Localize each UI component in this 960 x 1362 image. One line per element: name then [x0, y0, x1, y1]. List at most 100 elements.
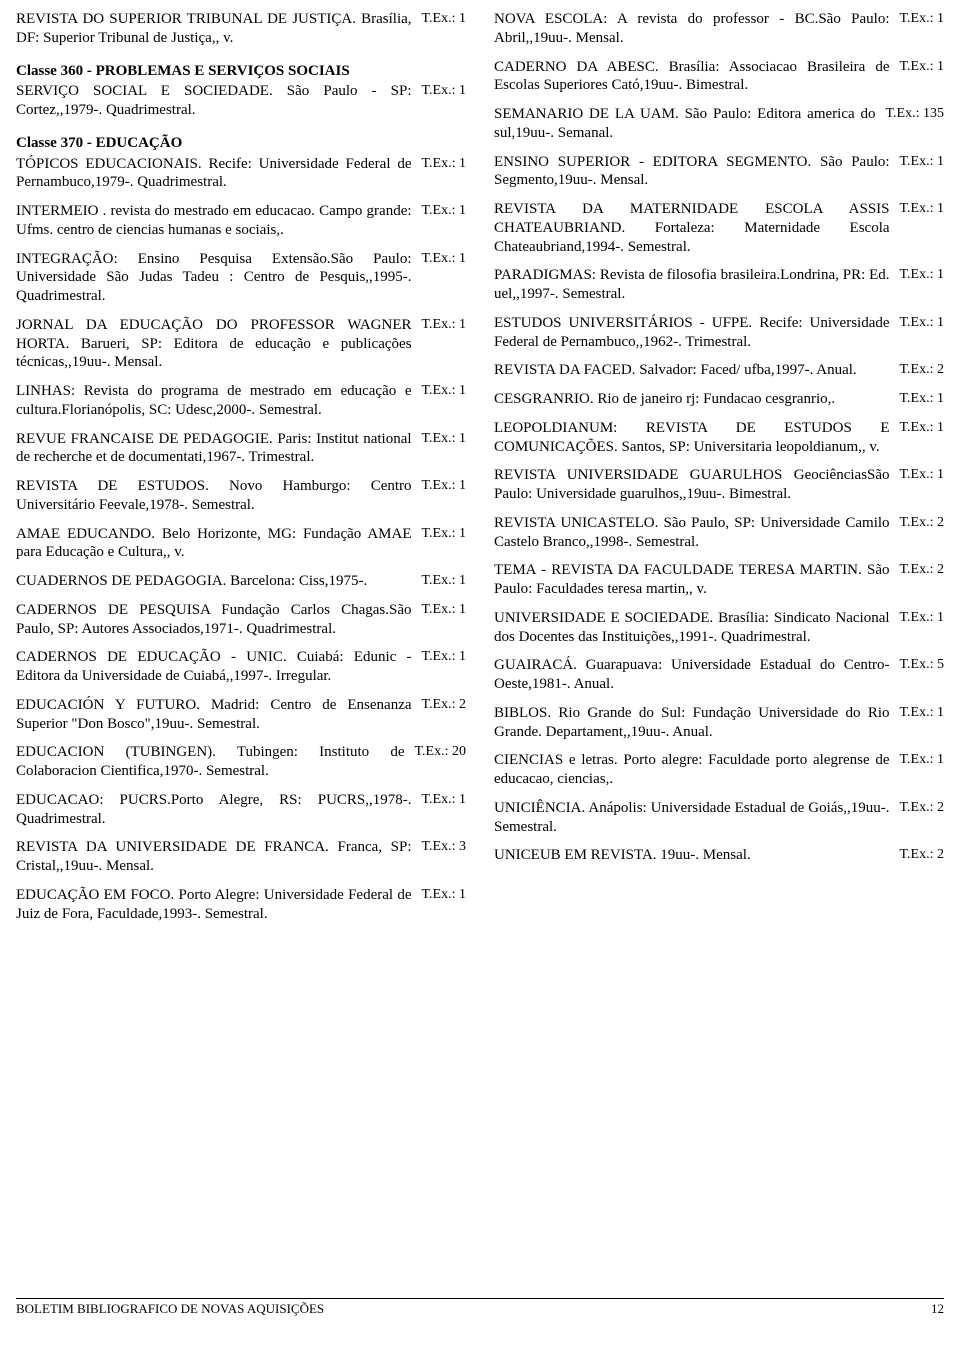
biblio-entry: SERVIÇO SOCIAL E SOCIEDADE. São Paulo - …: [16, 82, 466, 120]
entry-tex: T.Ex.: 1: [418, 382, 466, 400]
entry-text: REVISTA DA FACED. Salvador: Faced/ ufba,…: [494, 361, 896, 380]
entry-tex: T.Ex.: 1: [896, 10, 944, 28]
entry-text: EDUCAÇÃO EM FOCO. Porto Alegre: Universi…: [16, 886, 418, 924]
entry-text: SEMANARIO DE LA UAM. São Paulo: Editora …: [494, 105, 882, 143]
entry-tex: T.Ex.: 1: [418, 648, 466, 666]
biblio-entry: REVISTA UNICASTELO. São Paulo, SP: Unive…: [494, 514, 944, 552]
biblio-entry: INTERMEIO . revista do mestrado em educa…: [16, 202, 466, 240]
entry-text: ESTUDOS UNIVERSITÁRIOS - UFPE. Recife: U…: [494, 314, 896, 352]
entry-text: REVUE FRANCAISE DE PEDAGOGIE. Paris: Ins…: [16, 430, 418, 468]
entry-text: NOVA ESCOLA: A revista do professor - BC…: [494, 10, 896, 48]
entry-text: EDUCACION (TUBINGEN). Tubingen: Institut…: [16, 743, 411, 781]
biblio-entry: REVISTA DO SUPERIOR TRIBUNAL DE JUSTIÇA.…: [16, 10, 466, 48]
biblio-entry: REVUE FRANCAISE DE PEDAGOGIE. Paris: Ins…: [16, 430, 466, 468]
page-columns: REVISTA DO SUPERIOR TRIBUNAL DE JUSTIÇA.…: [16, 10, 944, 1290]
entry-text: REVISTA DE ESTUDOS. Novo Hamburgo: Centr…: [16, 477, 418, 515]
entry-text: LINHAS: Revista do programa de mestrado …: [16, 382, 418, 420]
biblio-entry: TEMA - REVISTA DA FACULDADE TERESA MARTI…: [494, 561, 944, 599]
entry-text: JORNAL DA EDUCAÇÃO DO PROFESSOR WAGNER H…: [16, 316, 418, 372]
entry-text: TEMA - REVISTA DA FACULDADE TERESA MARTI…: [494, 561, 896, 599]
entry-tex: T.Ex.: 1: [418, 477, 466, 495]
page-footer: BOLETIM BIBLIOGRAFICO DE NOVAS AQUISIÇÕE…: [16, 1298, 944, 1317]
biblio-entry: SEMANARIO DE LA UAM. São Paulo: Editora …: [494, 105, 944, 143]
entry-text: REVISTA DA MATERNIDADE ESCOLA ASSIS CHAT…: [494, 200, 896, 256]
entry-text: REVISTA UNICASTELO. São Paulo, SP: Unive…: [494, 514, 896, 552]
entry-tex: T.Ex.: 135: [882, 105, 944, 123]
entry-text: AMAE EDUCANDO. Belo Horizonte, MG: Funda…: [16, 525, 418, 563]
biblio-entry: EDUCACAO: PUCRS.Porto Alegre, RS: PUCRS,…: [16, 791, 466, 829]
right-column: NOVA ESCOLA: A revista do professor - BC…: [494, 10, 944, 1290]
biblio-entry: CADERNOS DE EDUCAÇÃO - UNIC. Cuiabá: Edu…: [16, 648, 466, 686]
biblio-entry: UNIVERSIDADE E SOCIEDADE. Brasília: Sind…: [494, 609, 944, 647]
entry-text: CADERNOS DE EDUCAÇÃO - UNIC. Cuiabá: Edu…: [16, 648, 418, 686]
biblio-entry: PARADIGMAS: Revista de filosofia brasile…: [494, 266, 944, 304]
entry-tex: T.Ex.: 2: [896, 514, 944, 532]
entry-text: EDUCACIÓN Y FUTURO. Madrid: Centro de En…: [16, 696, 418, 734]
biblio-entry: ENSINO SUPERIOR - EDITORA SEGMENTO. São …: [494, 153, 944, 191]
entry-text: UNIVERSIDADE E SOCIEDADE. Brasília: Sind…: [494, 609, 896, 647]
entry-text: CIENCIAS e letras. Porto alegre: Faculda…: [494, 751, 896, 789]
entry-text: REVISTA DO SUPERIOR TRIBUNAL DE JUSTIÇA.…: [16, 10, 418, 48]
entry-tex: T.Ex.: 1: [896, 390, 944, 408]
biblio-entry: REVISTA DA MATERNIDADE ESCOLA ASSIS CHAT…: [494, 200, 944, 256]
entry-tex: T.Ex.: 1: [896, 58, 944, 76]
entry-tex: T.Ex.: 1: [418, 202, 466, 220]
entry-text: SERVIÇO SOCIAL E SOCIEDADE. São Paulo - …: [16, 82, 418, 120]
entry-text: TÓPICOS EDUCACIONAIS. Recife: Universida…: [16, 155, 418, 193]
biblio-entry: TÓPICOS EDUCACIONAIS. Recife: Universida…: [16, 155, 466, 193]
entry-tex: T.Ex.: 1: [418, 155, 466, 173]
entry-text: UNICEUB EM REVISTA. 19uu-. Mensal.: [494, 846, 896, 865]
page-number: 12: [931, 1301, 944, 1317]
entry-text: INTEGRAÇÃO: Ensino Pesquisa Extensão.São…: [16, 250, 418, 306]
biblio-entry: UNICIÊNCIA. Anápolis: Universidade Estad…: [494, 799, 944, 837]
biblio-entry: ESTUDOS UNIVERSITÁRIOS - UFPE. Recife: U…: [494, 314, 944, 352]
entry-text: ENSINO SUPERIOR - EDITORA SEGMENTO. São …: [494, 153, 896, 191]
entry-text: EDUCACAO: PUCRS.Porto Alegre, RS: PUCRS,…: [16, 791, 418, 829]
entry-tex: T.Ex.: 3: [418, 838, 466, 856]
entry-tex: T.Ex.: 5: [896, 656, 944, 674]
biblio-entry: REVISTA DA FACED. Salvador: Faced/ ufba,…: [494, 361, 944, 380]
entry-tex: T.Ex.: 1: [896, 609, 944, 627]
biblio-entry: REVISTA DA UNIVERSIDADE DE FRANCA. Franc…: [16, 838, 466, 876]
entry-tex: T.Ex.: 1: [896, 419, 944, 437]
entry-text: PARADIGMAS: Revista de filosofia brasile…: [494, 266, 896, 304]
entry-tex: T.Ex.: 2: [896, 361, 944, 379]
biblio-entry: REVISTA DE ESTUDOS. Novo Hamburgo: Centr…: [16, 477, 466, 515]
footer-title: BOLETIM BIBLIOGRAFICO DE NOVAS AQUISIÇÕE…: [16, 1301, 324, 1317]
biblio-entry: CIENCIAS e letras. Porto alegre: Faculda…: [494, 751, 944, 789]
entry-text: CADERNO DA ABESC. Brasília: Associacao B…: [494, 58, 896, 96]
biblio-entry: GUAIRACÁ. Guarapuava: Universidade Estad…: [494, 656, 944, 694]
entry-text: UNICIÊNCIA. Anápolis: Universidade Estad…: [494, 799, 896, 837]
biblio-entry: AMAE EDUCANDO. Belo Horizonte, MG: Funda…: [16, 525, 466, 563]
entry-tex: T.Ex.: 1: [896, 266, 944, 284]
biblio-entry: INTEGRAÇÃO: Ensino Pesquisa Extensão.São…: [16, 250, 466, 306]
entry-text: LEOPOLDIANUM: REVISTA DE ESTUDOS E COMUN…: [494, 419, 896, 457]
entry-tex: T.Ex.: 1: [896, 153, 944, 171]
biblio-entry: REVISTA UNIVERSIDADE GUARULHOS Geociênci…: [494, 466, 944, 504]
biblio-entry: UNICEUB EM REVISTA. 19uu-. Mensal.T.Ex.:…: [494, 846, 944, 865]
biblio-entry: EDUCAÇÃO EM FOCO. Porto Alegre: Universi…: [16, 886, 466, 924]
entry-tex: T.Ex.: 1: [418, 10, 466, 28]
entry-text: INTERMEIO . revista do mestrado em educa…: [16, 202, 418, 240]
biblio-entry: NOVA ESCOLA: A revista do professor - BC…: [494, 10, 944, 48]
entry-tex: T.Ex.: 1: [896, 200, 944, 218]
entry-tex: T.Ex.: 1: [896, 751, 944, 769]
biblio-entry: CESGRANRIO. Rio de janeiro rj: Fundacao …: [494, 390, 944, 409]
left-column: REVISTA DO SUPERIOR TRIBUNAL DE JUSTIÇA.…: [16, 10, 466, 1290]
biblio-entry: LEOPOLDIANUM: REVISTA DE ESTUDOS E COMUN…: [494, 419, 944, 457]
entry-tex: T.Ex.: 1: [418, 791, 466, 809]
biblio-entry: EDUCACION (TUBINGEN). Tubingen: Institut…: [16, 743, 466, 781]
biblio-entry: JORNAL DA EDUCAÇÃO DO PROFESSOR WAGNER H…: [16, 316, 466, 372]
entry-tex: T.Ex.: 1: [896, 466, 944, 484]
entry-tex: T.Ex.: 1: [418, 886, 466, 904]
biblio-entry: EDUCACIÓN Y FUTURO. Madrid: Centro de En…: [16, 696, 466, 734]
entry-tex: T.Ex.: 2: [896, 561, 944, 579]
entry-tex: T.Ex.: 1: [418, 601, 466, 619]
entry-tex: T.Ex.: 2: [418, 696, 466, 714]
entry-tex: T.Ex.: 1: [896, 314, 944, 332]
entry-tex: T.Ex.: 1: [418, 525, 466, 543]
entry-text: GUAIRACÁ. Guarapuava: Universidade Estad…: [494, 656, 896, 694]
biblio-entry: CUADERNOS DE PEDAGOGIA. Barcelona: Ciss,…: [16, 572, 466, 591]
biblio-entry: CADERNOS DE PESQUISA Fundação Carlos Cha…: [16, 601, 466, 639]
entry-tex: T.Ex.: 1: [418, 82, 466, 100]
